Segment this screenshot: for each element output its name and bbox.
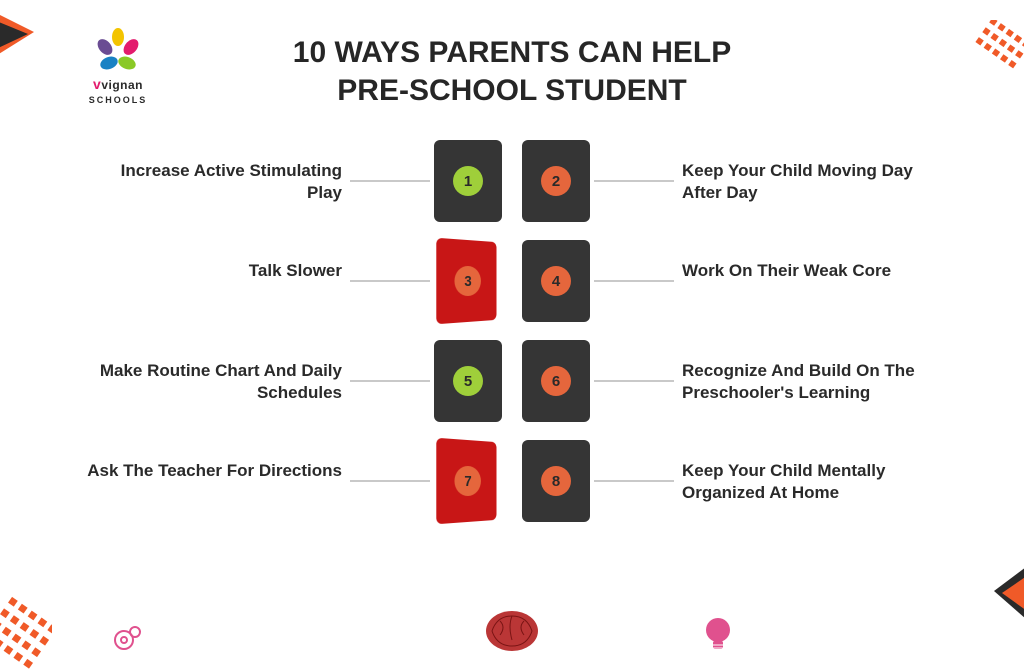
step-number-badge: 4 xyxy=(541,266,571,296)
page-title: 10 WAYS PARENTS CAN HELP PRE-SCHOOL STUD… xyxy=(0,34,1024,109)
step-label-2: Keep Your Child Moving Day After Day xyxy=(682,160,942,204)
step-label-3: Talk Slower xyxy=(82,260,342,282)
diagram-row: 1 Increase Active Stimulating Play 2 Keep Y… xyxy=(0,140,1024,230)
step-label-5: Make Routine Chart And Daily Schedules xyxy=(82,360,342,404)
step-number-badge: 3 xyxy=(454,266,481,297)
step-panel-5: 5 xyxy=(434,340,502,422)
step-number-badge: 5 xyxy=(453,366,483,396)
step-number-badge: 8 xyxy=(541,466,571,496)
diagram-row: 3 Talk Slower 4 Work On Their Weak Core xyxy=(0,240,1024,330)
gears-icon xyxy=(110,622,144,661)
connector-line xyxy=(350,480,430,482)
connector-line xyxy=(350,180,430,182)
step-panel-6: 6 xyxy=(522,340,590,422)
lightbulb-icon xyxy=(700,614,736,661)
connector-line xyxy=(594,180,674,182)
connector-line xyxy=(594,480,674,482)
connector-line xyxy=(350,380,430,382)
corner-deco-bottom-left xyxy=(0,595,52,671)
step-number-badge: 1 xyxy=(453,166,483,196)
title-line-1: 10 WAYS PARENTS CAN HELP xyxy=(293,36,731,69)
step-label-4: Work On Their Weak Core xyxy=(682,260,942,282)
connector-line xyxy=(594,380,674,382)
brain-icon xyxy=(482,606,542,661)
step-panel-4: 4 xyxy=(522,240,590,322)
step-number-badge: 6 xyxy=(541,366,571,396)
step-panel-2: 2 xyxy=(522,140,590,222)
step-panel-8: 8 xyxy=(522,440,590,522)
step-number-badge: 2 xyxy=(541,166,571,196)
step-panel-1: 1 xyxy=(434,140,502,222)
step-number-badge: 7 xyxy=(454,466,481,497)
step-label-6: Recognize And Build On The Preschooler's… xyxy=(682,360,942,404)
step-panel-3: 3 xyxy=(436,238,496,325)
step-label-7: Ask The Teacher For Directions xyxy=(82,460,342,482)
title-line-2: PRE-SCHOOL STUDENT xyxy=(337,74,686,107)
connector-line xyxy=(350,280,430,282)
corner-deco-bottom-right xyxy=(984,561,1024,631)
step-label-1: Increase Active Stimulating Play xyxy=(82,160,342,204)
connector-line xyxy=(594,280,674,282)
diagram-row: 5 Make Routine Chart And Daily Schedules 6… xyxy=(0,340,1024,430)
diagram-row: 7 Ask The Teacher For Directions 8 Keep You… xyxy=(0,440,1024,530)
step-label-8: Keep Your Child Mentally Organized At Ho… xyxy=(682,460,942,504)
infographic-diagram: 1 Increase Active Stimulating Play 2 Keep Y… xyxy=(0,140,1024,570)
step-panel-7: 7 xyxy=(436,438,496,525)
